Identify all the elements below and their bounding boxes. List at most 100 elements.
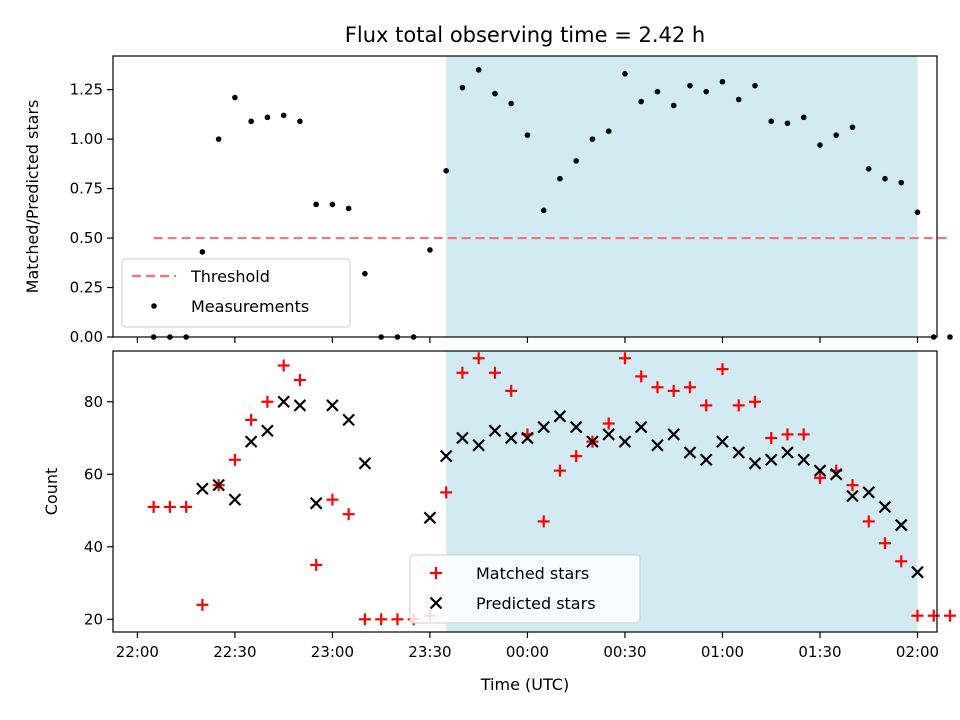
predicted-star-point <box>309 497 323 510</box>
matched-star-point <box>748 395 761 408</box>
measurement-point <box>297 118 303 125</box>
matched-star-point <box>781 428 794 441</box>
matched-star-point <box>553 464 566 477</box>
measurement-point <box>784 120 791 127</box>
predicted-star-point <box>764 453 778 467</box>
matched-star-point <box>813 471 826 484</box>
x-tick-label: 01:00 <box>701 643 744 661</box>
legend-predicted-swatch <box>429 596 443 610</box>
predicted-star-point <box>634 420 648 434</box>
top-y-tick-label: 0.25 <box>70 279 103 297</box>
predicted-star-point <box>261 424 274 438</box>
bottom-y-tick-label: 20 <box>84 610 103 628</box>
predicted-star-point <box>586 435 599 448</box>
matched-star-point <box>147 500 160 513</box>
top-plot: 0.00 0.25 0.50 0.75 1.00 1.25 Flux total obse… <box>23 23 953 346</box>
matched-star-point <box>602 417 615 430</box>
predicted-star-point <box>602 428 615 441</box>
matched-star-point <box>895 555 908 568</box>
matched-star-point <box>293 374 306 387</box>
measurement-point <box>443 167 449 174</box>
measurement-point <box>215 136 222 142</box>
measurement-point <box>687 82 693 89</box>
predicted-star-point <box>797 453 811 467</box>
x-tick-label: 00:30 <box>603 643 646 661</box>
matched-star-point <box>878 537 891 550</box>
top-y-tick-label: 1.00 <box>70 130 103 148</box>
measurement-point <box>654 88 661 95</box>
legend-matched-label: Matched stars <box>476 564 589 583</box>
x-tick-label: 00:00 <box>506 643 549 661</box>
predicted-star-point <box>326 399 339 412</box>
predicted-star-point <box>878 500 892 514</box>
measurement-point <box>898 179 905 186</box>
predicted-star-point <box>488 424 502 438</box>
chart-title: Flux total observing time = 2.42 h <box>345 23 705 47</box>
matched-star-point <box>635 370 648 383</box>
bottom-y-tick-label: 60 <box>84 465 103 483</box>
bottom-x-ticks: 22:00 22:30 23:00 23:30 00:00 00:30 01:00 01:30… <box>116 632 939 661</box>
measurement-point <box>865 165 872 172</box>
matched-star-point <box>797 428 810 441</box>
measurement-point <box>540 207 547 214</box>
legend-threshold-label: Threshold <box>190 267 270 286</box>
legend-predicted-marker <box>429 596 443 610</box>
measurement-point <box>849 124 856 131</box>
predicted-star-point <box>423 511 437 525</box>
predicted-star-point <box>521 431 534 445</box>
measurement-point <box>800 114 807 121</box>
matched-star-point <box>505 384 518 397</box>
predicted-star-point <box>813 464 827 477</box>
top-y-tick-label: 0.50 <box>70 229 103 247</box>
matched-star-point <box>537 515 550 528</box>
measurement-point <box>427 247 433 253</box>
predicted-star-point <box>358 457 372 470</box>
matched-star-point <box>163 500 176 513</box>
matched-star-point <box>391 613 404 626</box>
measurement-point <box>914 209 921 216</box>
bottom-legend-box <box>409 554 641 624</box>
measurement-point <box>475 67 482 73</box>
matched-star-point <box>326 493 339 506</box>
predicted-star-point <box>472 438 485 452</box>
measurement-point <box>329 201 336 208</box>
top-y-tick-label: 1.25 <box>70 81 103 99</box>
matched-star-point <box>342 508 355 521</box>
x-tick-label: 01:30 <box>798 643 841 661</box>
predicted-star-point <box>537 420 550 434</box>
predicted-star-point <box>651 438 664 452</box>
matched-star-point <box>765 432 778 445</box>
matched-star-point <box>245 413 258 426</box>
predicted-star-point <box>456 431 469 445</box>
predicted-star-point <box>569 420 583 434</box>
measurement-point <box>232 94 238 101</box>
measurement-point <box>589 136 596 142</box>
legend-matched-marker <box>430 567 442 579</box>
matched-star-points <box>147 352 957 626</box>
matched-star-point <box>358 613 371 626</box>
measurement-point <box>882 175 888 182</box>
measurement-point <box>768 118 775 125</box>
matched-star-point <box>700 399 713 412</box>
measurement-point <box>492 90 498 97</box>
measurement-point <box>605 128 612 134</box>
measurement-point <box>557 175 563 182</box>
matched-star-point <box>375 613 388 626</box>
matched-star-point <box>261 395 274 408</box>
predicted-star-point <box>667 428 680 441</box>
measurement-point <box>752 82 758 89</box>
predicted-star-point <box>699 453 713 467</box>
measurement-point <box>719 78 726 85</box>
matched-star-point <box>618 352 631 365</box>
predicted-star-point <box>342 413 355 427</box>
x-tick-label: 22:00 <box>116 643 159 661</box>
top-shaded-span <box>446 56 918 337</box>
matched-star-point <box>683 381 696 394</box>
measurement-point <box>459 84 466 91</box>
matched-star-point <box>488 366 501 379</box>
matched-star-point <box>846 479 859 492</box>
measurement-point <box>638 98 645 105</box>
predicted-star-point <box>196 482 209 496</box>
bottom-axes-frame <box>112 350 938 633</box>
predicted-star-point <box>683 446 697 459</box>
